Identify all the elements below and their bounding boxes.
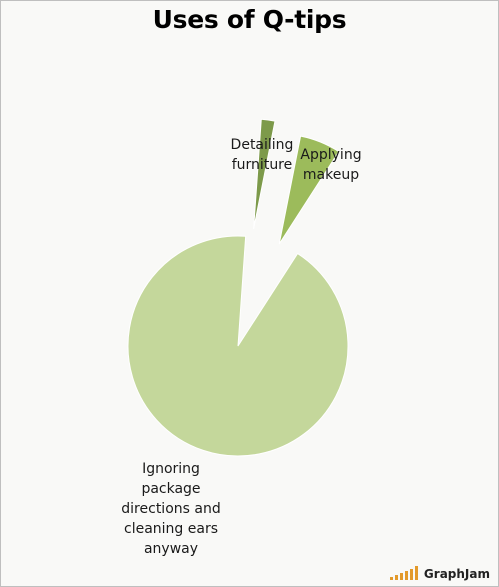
pie-slice-detailing-furniture <box>253 118 276 230</box>
pie-slice-ignoring-directions <box>127 235 349 457</box>
slice-label-ignoring-directions: Ignoring package directions and cleaning… <box>121 461 221 557</box>
graphjam-watermark: GraphJam <box>389 566 490 581</box>
chart-title: Uses of Q-tips <box>152 5 347 34</box>
pie-slice-applying-makeup <box>278 135 340 245</box>
graphjam-logo-text: GraphJam <box>423 567 490 581</box>
slice-label-applying-makeup: Applying makeup <box>300 147 362 183</box>
graphjam-bars-icon <box>389 566 418 580</box>
slice-label-detailing-furniture: Detailing furniture <box>230 137 294 173</box>
